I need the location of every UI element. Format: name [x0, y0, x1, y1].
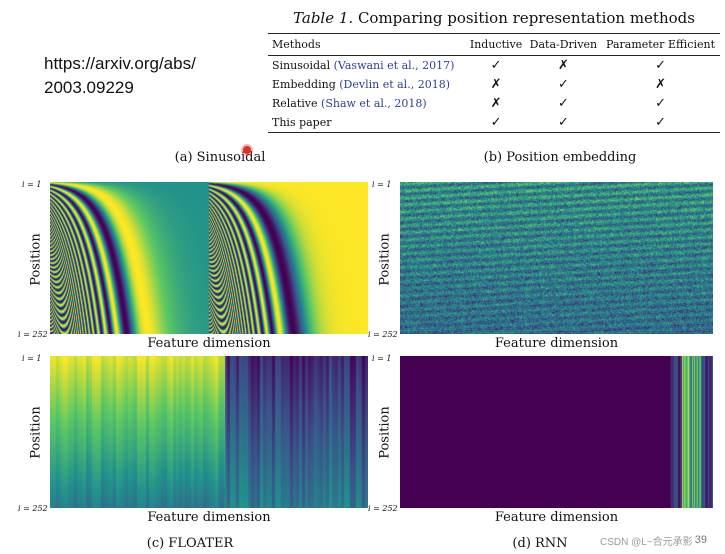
caption-rnn: (d) RNN — [512, 536, 568, 551]
y-tick-bottom: i = 252 — [18, 330, 48, 339]
citation-link[interactable]: (Vaswani et al., 2017) — [333, 59, 455, 72]
table-label: Table 1. — [293, 9, 354, 27]
method-name: Embedding — [272, 78, 336, 91]
page-number: 39 — [694, 534, 707, 546]
y-tick-bottom: i = 252 — [368, 330, 398, 339]
heatmap-floater — [50, 356, 368, 508]
url-line-1: https://arxiv.org/abs/ — [44, 54, 196, 73]
header-data-driven: Data-Driven — [525, 33, 602, 56]
table-row: Relative (Shaw et al., 2018) ✗ ✓ ✓ — [268, 94, 720, 113]
citation-link[interactable]: (Devlin et al., 2018) — [339, 78, 450, 91]
y-tick-top: i = 1 — [372, 354, 392, 363]
method-name: Relative — [272, 97, 318, 110]
mark-cell: ✓ — [557, 77, 569, 92]
header-methods: Methods — [268, 33, 467, 56]
y-tick-top: i = 1 — [22, 180, 42, 189]
x-axis-label: Feature dimension — [494, 336, 619, 351]
citation-link[interactable]: (Shaw et al., 2018) — [321, 97, 427, 110]
mark-cell: ✓ — [466, 113, 526, 133]
caption-sinusoidal: (a) Sinusoidal — [174, 150, 266, 165]
x-axis-label: Feature dimension — [147, 336, 271, 351]
heatmap-position-embedding — [400, 182, 713, 334]
table-caption: Table 1. Comparing position representati… — [268, 9, 720, 27]
mark-cell: ✓ — [490, 58, 502, 73]
x-axis-label: Feature dimension — [147, 510, 271, 525]
header-parameter-efficient: Parameter Efficient — [601, 33, 720, 56]
y-tick-bottom: i = 252 — [368, 504, 398, 513]
table-row: Embedding (Devlin et al., 2018) ✗ ✓ ✗ — [268, 75, 720, 94]
method-cell: Relative (Shaw et al., 2018) — [268, 94, 466, 113]
method-name: This paper — [272, 116, 332, 129]
mark-cell: ✓ — [525, 113, 602, 133]
arxiv-url[interactable]: https://arxiv.org/abs/ 2003.09229 — [44, 52, 196, 100]
mark-cell: ✓ — [655, 96, 666, 111]
mark-cell: ✓ — [557, 96, 569, 111]
mark-cell: ✓ — [655, 58, 666, 73]
y-tick-top: i = 1 — [372, 180, 392, 189]
heatmap-sinusoidal — [50, 182, 368, 334]
mark-cell: ✗ — [655, 77, 666, 92]
y-axis-label: Position — [28, 233, 44, 286]
table-row: This paper ✓ ✓ ✓ — [268, 113, 720, 133]
caption-floater: (c) FLOATER — [146, 536, 234, 551]
mark-cell: ✗ — [490, 77, 502, 92]
pointer-marker — [243, 146, 251, 154]
mark-cell: ✗ — [557, 58, 569, 73]
caption-position-embedding: (b) Position embedding — [483, 150, 637, 165]
header-inductive: Inductive — [466, 33, 526, 56]
table-header-row: Methods Inductive Data-Driven Parameter … — [268, 33, 720, 56]
method-name: Sinusoidal — [272, 59, 331, 72]
mark-cell: ✓ — [601, 113, 720, 133]
y-axis-label: Position — [377, 406, 393, 459]
table-row: Sinusoidal (Vaswani et al., 2017) ✓ ✗ ✓ — [268, 56, 720, 76]
y-axis-label: Position — [28, 406, 44, 459]
table-caption-text: Comparing position representation method… — [357, 9, 695, 27]
mark-cell: ✗ — [490, 96, 502, 111]
method-cell: This paper — [268, 113, 467, 133]
heatmap-rnn — [400, 356, 713, 508]
method-cell: Embedding (Devlin et al., 2018) — [268, 75, 466, 94]
method-cell: Sinusoidal (Vaswani et al., 2017) — [268, 56, 466, 76]
url-line-2: 2003.09229 — [44, 78, 134, 97]
y-axis-label: Position — [377, 233, 393, 286]
y-tick-bottom: i = 252 — [18, 504, 48, 513]
y-tick-top: i = 1 — [22, 354, 42, 363]
x-axis-label: Feature dimension — [494, 510, 619, 525]
watermark: CSDN @L~合元承影 — [600, 537, 693, 548]
comparison-table: Methods Inductive Data-Driven Parameter … — [268, 33, 720, 133]
